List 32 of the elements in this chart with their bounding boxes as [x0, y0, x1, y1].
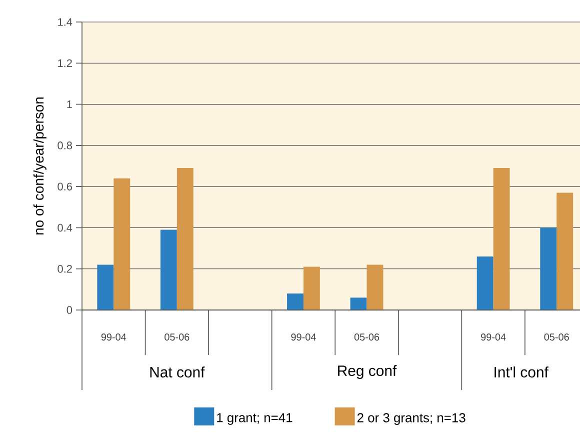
bar	[97, 264, 114, 310]
legend-label: 1 grant; n=41	[217, 413, 292, 425]
y-tick-label: 0	[66, 306, 72, 314]
x-tick-label: 99-04	[291, 334, 316, 341]
bar	[350, 298, 367, 310]
y-tick-label: 1.4	[58, 18, 72, 26]
y-tick-label: 0.4	[58, 224, 72, 232]
bar	[476, 256, 494, 310]
bar	[303, 266, 320, 310]
y-tick-label: 1.2	[58, 59, 72, 67]
x-tick-label: 05-06	[354, 334, 380, 341]
x-tick-label: 05-06	[164, 334, 190, 341]
text: Int'l conf	[494, 366, 548, 378]
bar	[540, 228, 557, 310]
text: Nat conf	[150, 366, 205, 378]
x-tick-label: 99-04	[101, 334, 126, 341]
legend-label: 2 or 3 grants; n=13	[357, 413, 466, 425]
y-tick-label: 0.2	[58, 264, 72, 273]
y-tick-label: 0.8	[58, 142, 72, 150]
bar	[176, 168, 194, 310]
text: Reg conf	[338, 365, 397, 379]
bar	[493, 168, 510, 310]
bar	[366, 264, 384, 310]
x-tick-label: 05-06	[544, 334, 569, 341]
bar	[160, 230, 177, 310]
bar	[287, 294, 304, 310]
y-axis-title: no of conf/year/person	[33, 98, 46, 234]
bar	[556, 192, 574, 310]
y-tick-label: 1	[67, 100, 72, 108]
x-tick-label: 99-04	[481, 334, 506, 341]
bar	[114, 178, 130, 310]
y-tick-label: 0.6	[58, 182, 72, 190]
